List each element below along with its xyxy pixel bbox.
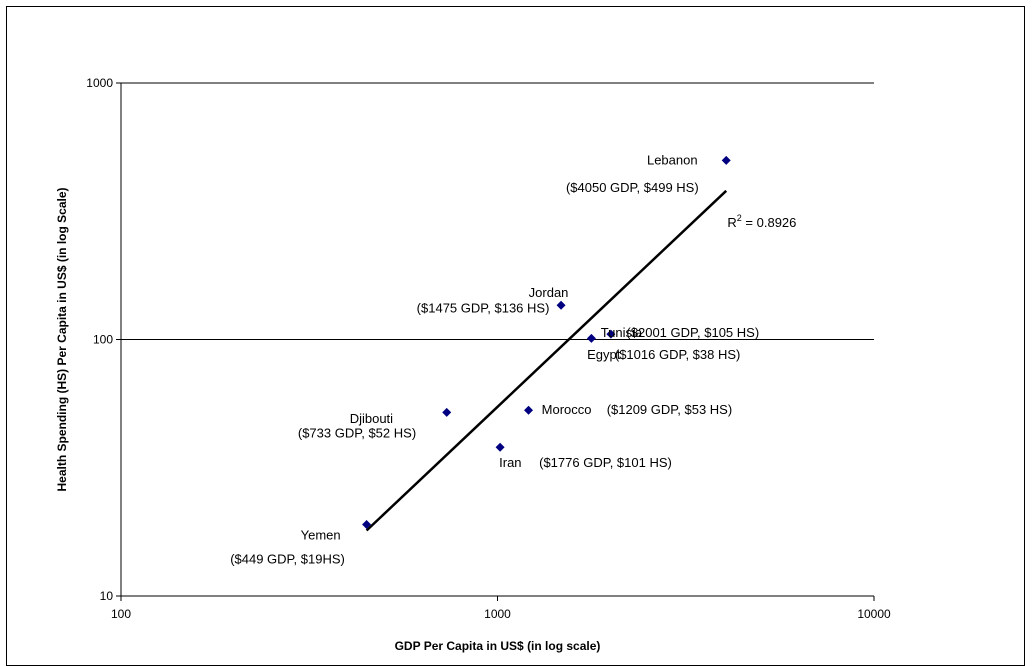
annotation-label: Yemen (301, 528, 341, 543)
tick-labels: 10 100 1000 100 1000 10000 (86, 76, 891, 621)
data-point-5 (586, 333, 596, 343)
annotation-label: Tunisia (601, 325, 643, 340)
data-point-0 (362, 519, 372, 529)
annotation-label: ($1016 GDP, $38 HS) (615, 347, 741, 362)
annotation-label: ($1475 GDP, $136 HS) (417, 301, 550, 316)
data-point-3 (524, 405, 534, 415)
x-tick-label: 100 (111, 607, 131, 621)
annotations: Lebanon ($4050 GDP, $499 HS) Jordan($1475 … (230, 152, 759, 566)
y-axis-title: Health Spending (HS) Per Capita in US$ (… (55, 187, 69, 491)
y-tick-label: 100 (93, 333, 113, 347)
data-point-2 (495, 442, 505, 452)
trendline (365, 189, 728, 532)
data-point-4 (556, 300, 566, 310)
annotation-label: Lebanon (647, 152, 698, 167)
data-point-6 (606, 329, 616, 339)
data-points (362, 155, 731, 529)
x-tick-label: 1000 (484, 607, 511, 621)
annotation-label: Jordan (529, 285, 569, 300)
data-point-1 (442, 407, 452, 417)
axes (116, 82, 875, 601)
y-tick-label: 1000 (86, 76, 113, 90)
r-squared-label: R2 = 0.8926 (727, 213, 796, 230)
y-tick-label: 10 (100, 589, 114, 603)
annotation-label: Djibouti (350, 411, 393, 426)
annotation-label: ($1776 GDP, $101 HS) (539, 455, 672, 470)
annotation-label: ($4050 GDP, $499 HS) (566, 180, 699, 195)
data-point-7 (721, 155, 731, 165)
chart-frame (6, 6, 1025, 666)
annotation-label: ($449 GDP, $19HS) (230, 551, 345, 566)
x-axis-title: GDP Per Capita in US$ (in log scale) (395, 639, 601, 653)
annotation-label: Egypt (587, 347, 621, 362)
annotation-label: ($1209 GDP, $53 HS) (607, 402, 733, 417)
annotation-label: Morocco (542, 402, 592, 417)
gridlines (121, 82, 874, 597)
annotation-label: ($733 GDP, $52 HS) (298, 426, 416, 441)
annotation-label: ($2001 GDP, $105 HS) (626, 325, 759, 340)
annotation-label: Iran (499, 455, 521, 470)
x-tick-label: 10000 (857, 607, 891, 621)
trendline-group (365, 189, 728, 532)
